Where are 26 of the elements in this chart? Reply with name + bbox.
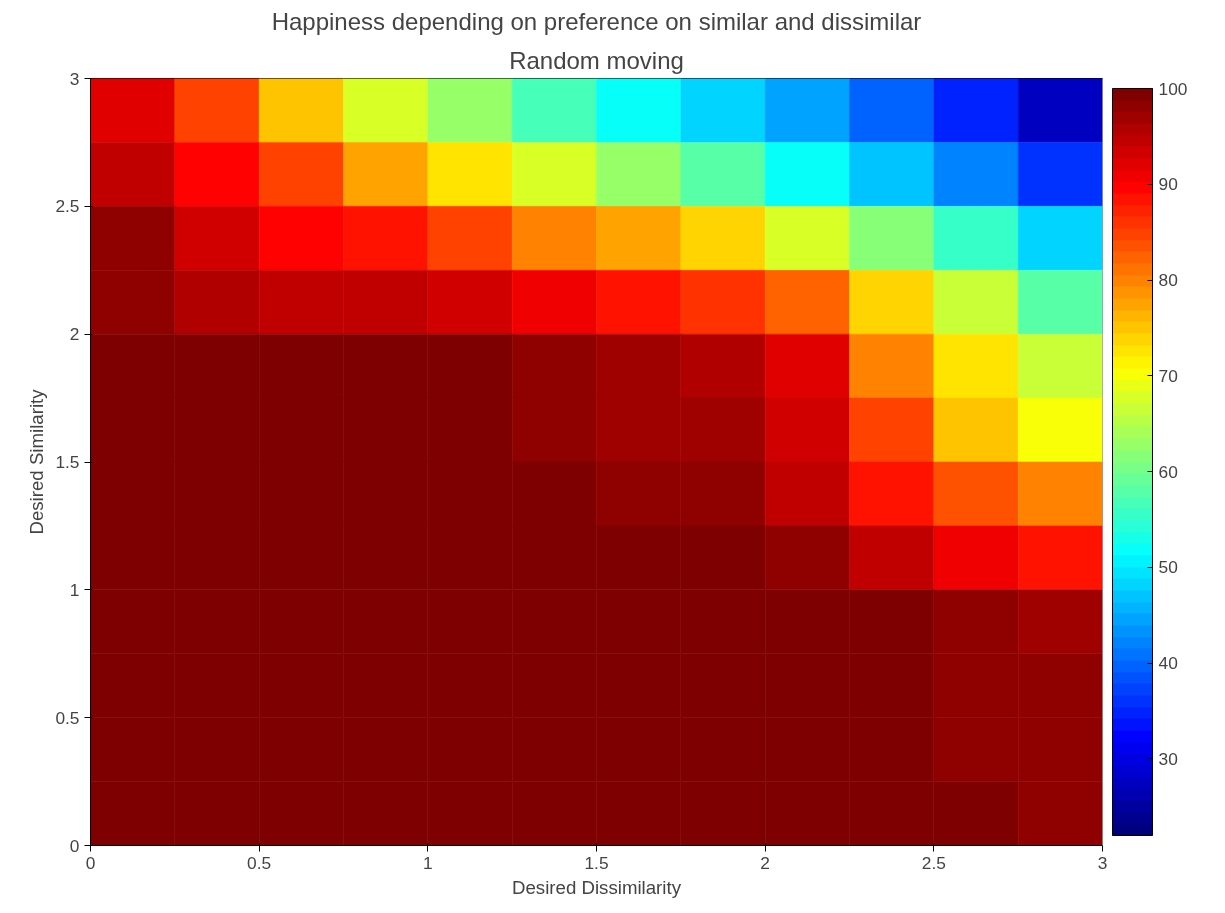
color-bar-label: 30 bbox=[1158, 748, 1178, 769]
y-tick-label: 0.5 bbox=[55, 707, 80, 728]
y-tick-label: 1.5 bbox=[55, 452, 80, 472]
x-axis-title: Desired Dissimilarity bbox=[512, 876, 682, 898]
x-tick-label: 2 bbox=[760, 852, 770, 873]
y-tick-label: 2 bbox=[69, 324, 80, 345]
x-tick-label: 1 bbox=[423, 852, 433, 873]
y-tick-label: 3 bbox=[69, 68, 80, 89]
x-tick-label: 2.5 bbox=[921, 852, 946, 873]
color-bar-label: 80 bbox=[1158, 270, 1178, 291]
color-bar-label: 100 bbox=[1158, 78, 1188, 99]
x-tick-label: 1.5 bbox=[584, 852, 609, 873]
y-tick-label: 1 bbox=[69, 579, 80, 600]
color-bar-label: 70 bbox=[1158, 365, 1178, 386]
color-bar-label: 40 bbox=[1158, 653, 1178, 674]
y-tick-label: 2.5 bbox=[55, 196, 80, 217]
color-bar-label: 50 bbox=[1158, 557, 1178, 578]
color-bar-label: 90 bbox=[1158, 174, 1178, 195]
color-bar-label: 60 bbox=[1158, 461, 1178, 482]
chart-subtitle: Random moving bbox=[509, 46, 684, 74]
x-tick-label: 0.5 bbox=[247, 852, 272, 873]
y-tick-label: 0 bbox=[69, 835, 80, 856]
chart-title: Happiness depending on preference on similar and dissimilar bbox=[271, 7, 922, 35]
x-tick-label: 0 bbox=[85, 852, 96, 873]
x-tick-label: 3 bbox=[1097, 852, 1108, 873]
y-axis-title: Desired Similarity bbox=[26, 388, 48, 535]
